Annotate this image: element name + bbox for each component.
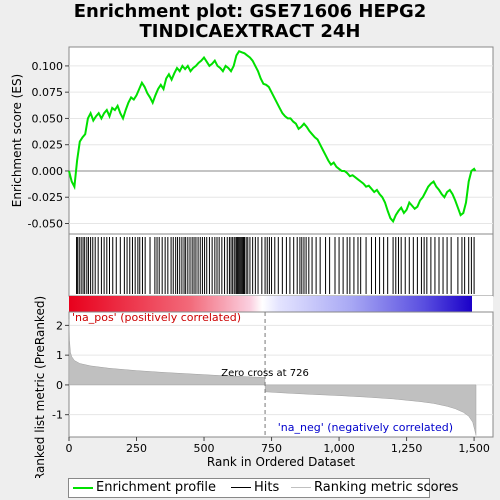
es-y-tick-label: 0.100 [32,60,64,73]
rank-color-bar-tail [472,296,493,312]
metric-panel: Zero cross at 726 'na_pos' (positively c… [33,296,494,478]
es-y-axis: 0.100 0.075 0.050 0.025 0.000 -0.025 -0.050 [28,60,69,230]
negative-correlation-label: 'na_neg' (negatively correlated) [278,421,453,434]
legend-item-metric: Ranking metric scores [291,480,458,495]
x-tick-label: 750 [261,442,282,455]
legend-label-enrichment: Enrichment profile [96,480,216,495]
rank-color-bar [69,296,472,312]
metric-y-tick-label: 2 [56,319,63,332]
es-y-label: Enrichment score (ES) [10,74,24,207]
es-gridlines [69,65,493,224]
x-axis: 0 250 500 750 1,000 1,250 1,500 [66,437,490,455]
es-y-tick-label: 0.025 [32,139,64,152]
x-axis-label: Rank in Ordered Dataset [207,455,355,469]
metric-y-axis: 2 1 0 -1 [52,319,69,422]
es-y-tick-label: 0.050 [32,112,64,125]
es-panel-frame [68,46,494,235]
positive-correlation-label: 'na_pos' (positively correlated) [72,311,241,324]
legend-swatch-enrichment [73,486,93,489]
zero-cross-label: Zero cross at 726 [221,368,309,379]
es-panel: 0.100 0.075 0.050 0.025 0.000 -0.025 -0.050 En… [10,46,494,235]
x-tick-label: 250 [126,442,147,455]
chart-title-line-1: Enrichment plot: GSE71606 HEPG2 [73,1,427,22]
x-tick-label: 1,000 [323,442,355,455]
es-y-tick-label: 0.075 [32,86,64,99]
chart-legend: Enrichment profile Hits Ranking metric s… [68,478,458,498]
es-y-tick-label: -0.050 [28,217,63,230]
legend-swatch-hits [231,487,251,488]
chart-title-line-2: TINDICAEXTRACT 24H [139,21,361,42]
es-y-tick-label: -0.025 [28,191,63,204]
metric-y-label: Ranked list metric (PreRanked) [33,296,47,478]
enrichment-profile-line [68,49,477,224]
metric-y-tick-label: 1 [56,349,63,362]
es-y-tick-label: 0.000 [32,165,64,178]
hit-lines [76,237,475,294]
metric-y-tick-label: -1 [52,409,63,422]
enrichment-chart: 0.100 0.075 0.050 0.025 0.000 -0.025 -0.050 En… [10,46,494,478]
hits-panel [68,233,494,297]
chart-title: Enrichment plot: GSE71606 HEPG2 TINDICAE… [0,2,500,42]
ranking-metric-area [68,319,477,436]
legend-item-hits: Hits [231,480,279,495]
x-tick-label: 1,500 [458,442,490,455]
x-tick-label: 0 [66,442,73,455]
legend-swatch-metric [291,487,311,488]
x-tick-label: 1,250 [391,442,423,455]
legend-label-hits: Hits [254,480,280,495]
legend-item-enrichment: Enrichment profile [73,480,216,495]
legend-label-metric: Ranking metric scores [314,480,459,495]
metric-y-tick-label: 0 [56,379,63,392]
x-tick-label: 500 [194,442,215,455]
